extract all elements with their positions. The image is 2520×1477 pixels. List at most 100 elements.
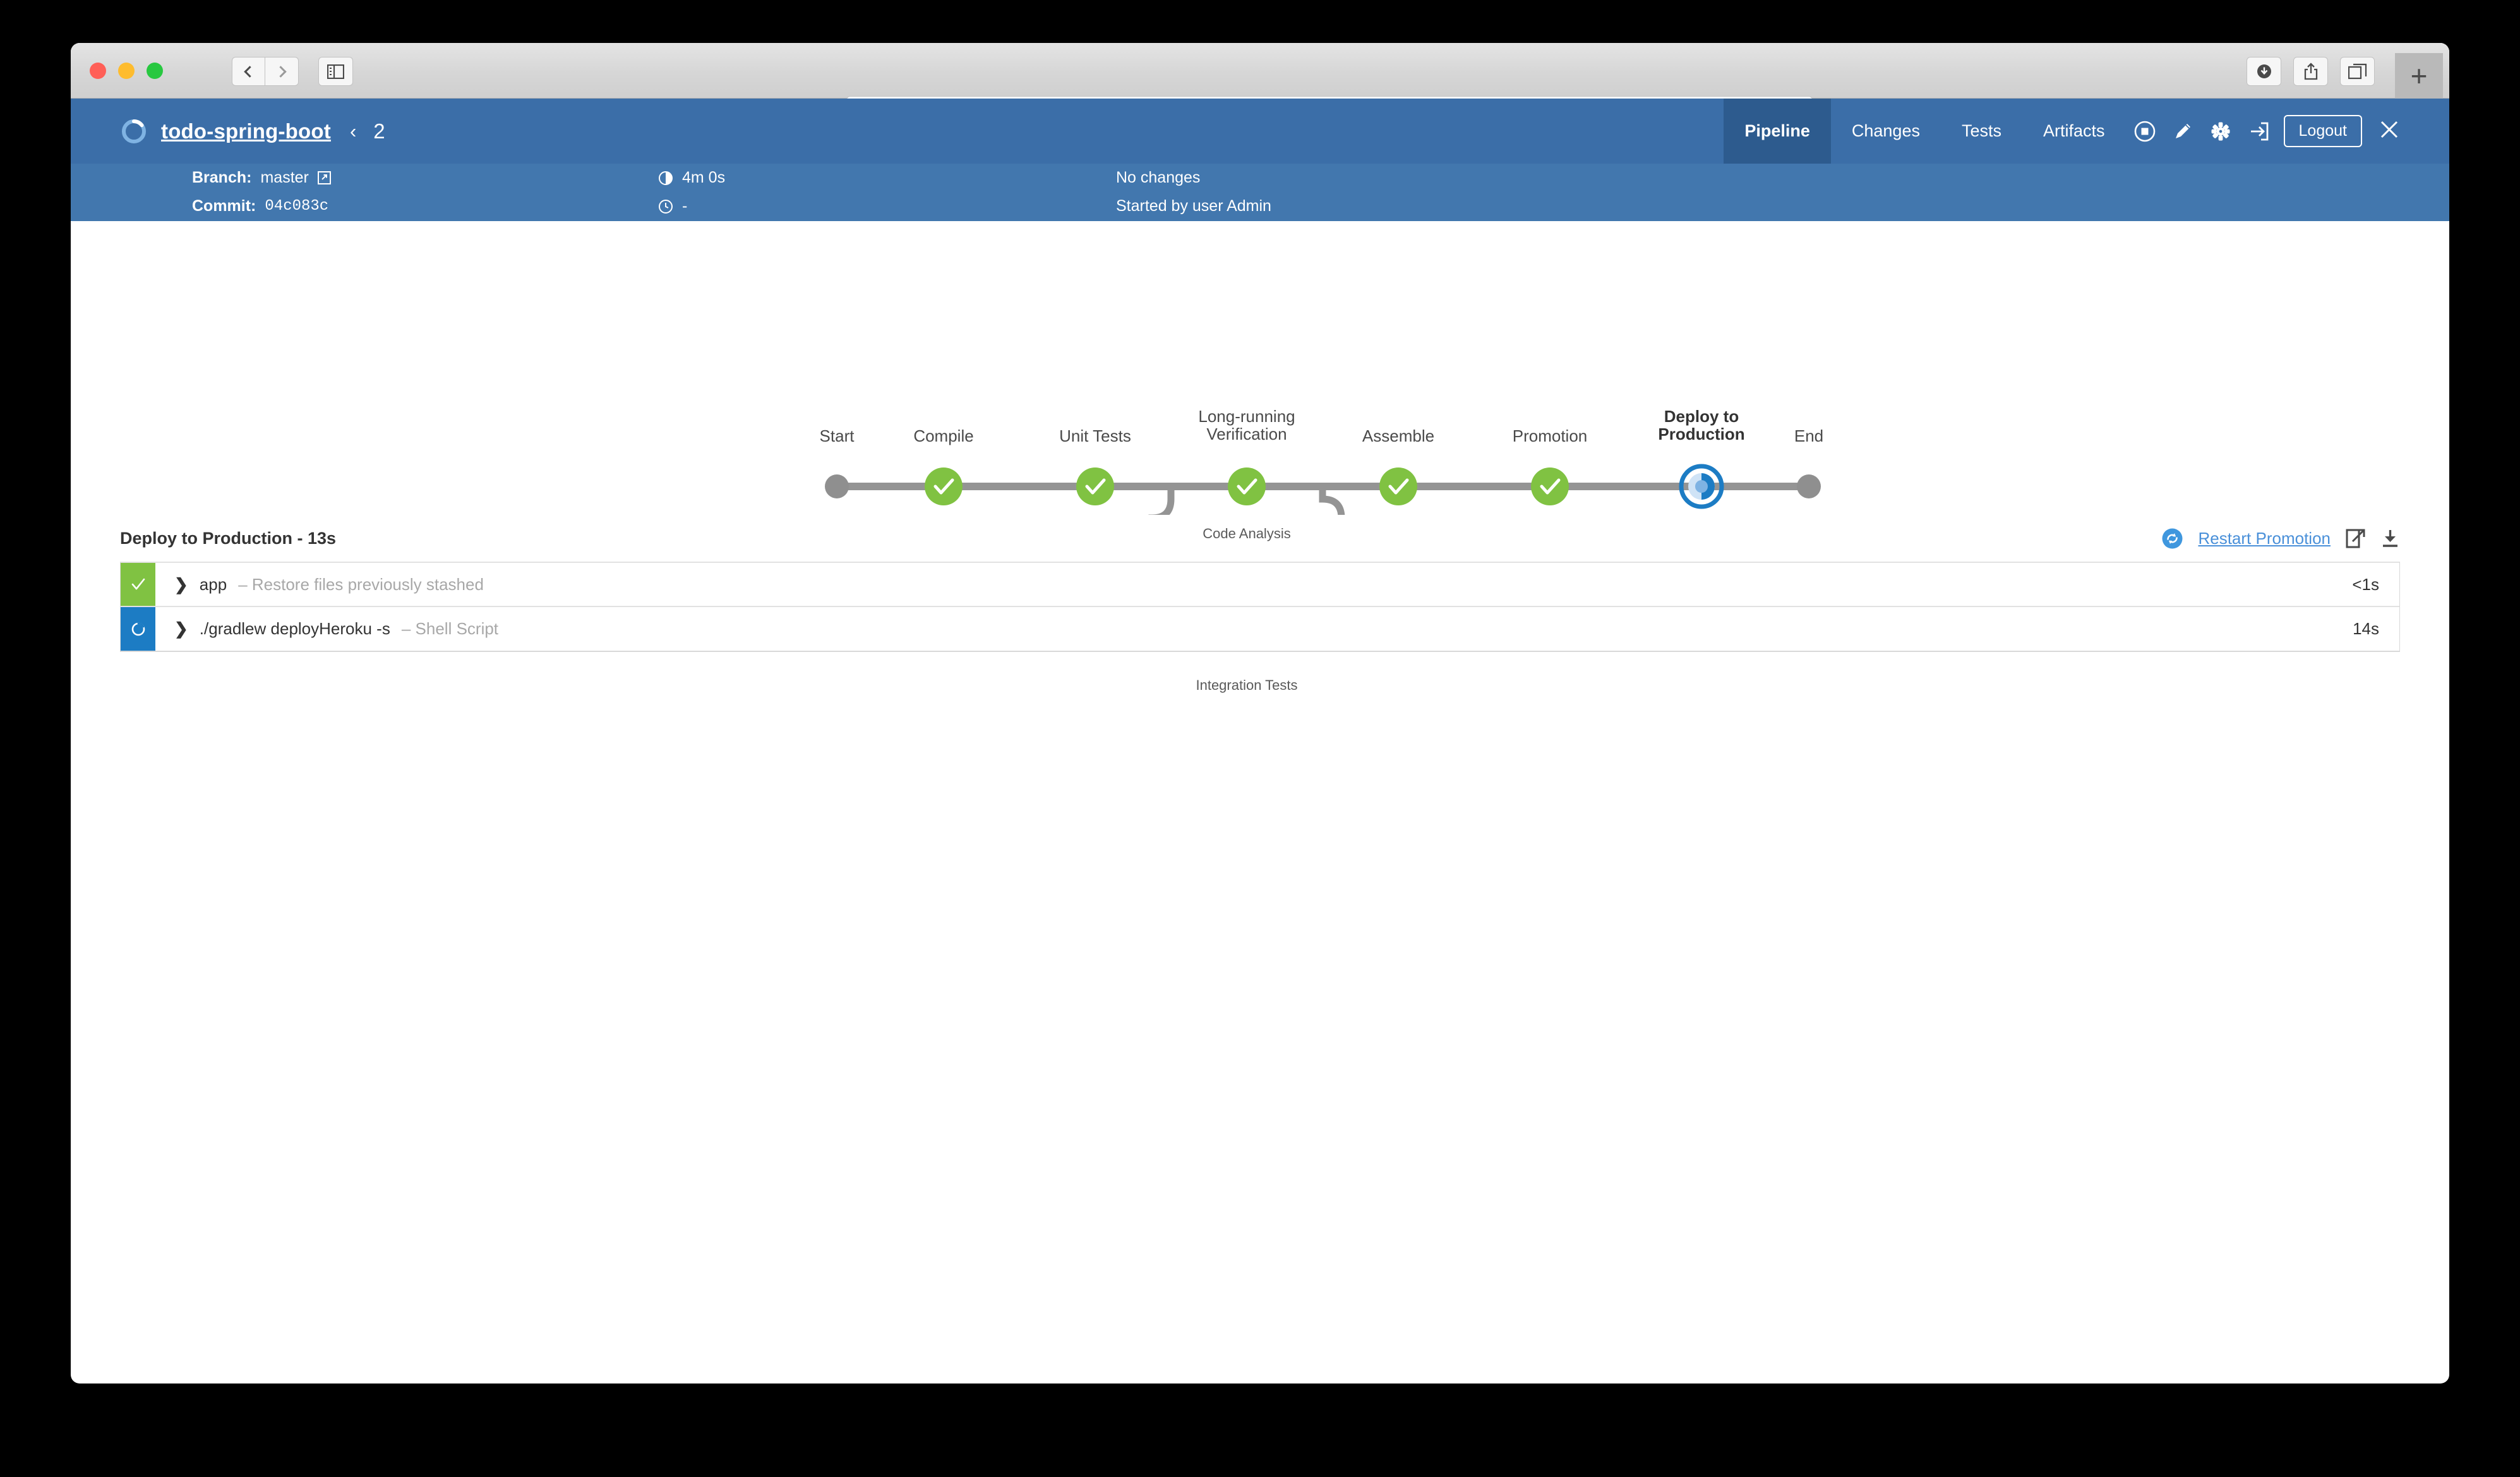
step-name: app — [199, 574, 227, 594]
tab-overview-button[interactable] — [2340, 57, 2375, 86]
tab-overview-icon — [2348, 63, 2367, 80]
job-panel: Deploy to Production - 13s Restart Promo… — [71, 515, 2449, 652]
spinner-icon — [131, 622, 145, 636]
step-description: – Shell Script — [401, 619, 499, 638]
back-button[interactable] — [232, 57, 265, 86]
brand-block: todo-spring-boot ‹ 2 — [120, 99, 385, 164]
graph-node-end — [1797, 474, 1821, 498]
share-button[interactable] — [2293, 57, 2328, 86]
table-row[interactable]: ❯ ./gradlew deployHeroku -s – Shell Scri… — [121, 607, 2399, 651]
stop-icon — [2134, 121, 2155, 142]
sidebar-toggle-icon — [327, 64, 344, 79]
step-duration: <1s — [2352, 574, 2379, 594]
job-title: Deploy to Production - 13s — [120, 528, 337, 548]
graph-label-integration-tests[interactable]: Integration Tests — [1196, 677, 1298, 693]
previous-build-chevron-icon[interactable]: ‹ — [349, 119, 357, 142]
trigger-text: Started by user Admin — [1116, 197, 1271, 215]
header-nav: Pipeline Changes Tests Artifacts — [1724, 99, 2400, 164]
step-body[interactable]: ❯ app – Restore files previously stashed — [155, 563, 2352, 606]
settings-button[interactable] — [2202, 99, 2240, 164]
tab-pipeline-label: Pipeline — [1744, 121, 1810, 140]
meta-column-branch: Branch: master Commit: 04c083c — [192, 164, 331, 221]
stop-button[interactable] — [2126, 99, 2164, 164]
trigger-row: Started by user Admin — [1116, 192, 1271, 220]
stopwatch-icon — [659, 171, 673, 185]
graph-label-unit-tests[interactable]: Unit Tests — [1059, 426, 1131, 445]
build-number: 2 — [373, 119, 385, 143]
open-in-new-window-icon[interactable] — [2346, 529, 2365, 548]
browser-toolbar: localhost — [71, 43, 2449, 129]
new-tab-label: + — [2410, 59, 2428, 92]
duration-value: 4m 0s — [682, 169, 726, 186]
commit-row: Commit: 04c083c — [192, 192, 331, 220]
new-tab-button[interactable]: + — [2395, 53, 2443, 99]
login-arrow-icon — [2250, 122, 2268, 140]
scheduled-value: - — [682, 197, 688, 215]
tab-tests-label: Tests — [1961, 121, 2001, 140]
external-link-icon[interactable] — [317, 171, 331, 184]
graph-label-code-analysis[interactable]: Code Analysis — [1203, 526, 1291, 541]
steps-table: ❯ app – Restore files previously stashed… — [120, 562, 2400, 652]
graph-node-promotion — [1531, 467, 1569, 505]
duration-row: 4m 0s — [658, 164, 725, 192]
step-status-passed — [121, 563, 155, 606]
tab-changes-label: Changes — [1851, 121, 1920, 140]
minimize-window-button[interactable] — [118, 63, 135, 79]
restart-promotion-link[interactable]: Restart Promotion — [2198, 528, 2331, 548]
close-button[interactable] — [2379, 119, 2400, 143]
downloads-icon — [2257, 64, 2271, 78]
browser-right-tools — [2247, 57, 2375, 86]
check-icon — [131, 578, 145, 590]
gear-icon — [2211, 122, 2230, 140]
graph-label-deploy-to-production[interactable]: Deploy to Production — [1658, 407, 1745, 444]
graph-node-start — [825, 474, 849, 498]
login-button[interactable] — [2240, 99, 2277, 164]
pipeline-graph: Start Compile Unit Tests Long-running Ve… — [71, 221, 2449, 693]
download-icon[interactable] — [2380, 529, 2400, 548]
chevron-left-icon — [244, 65, 256, 78]
tab-tests[interactable]: Tests — [1941, 99, 2022, 164]
meta-column-changes: No changes Started by user Admin — [1116, 164, 1271, 221]
navigation-buttons — [232, 57, 299, 86]
meta-column-timing: 4m 0s - — [658, 164, 725, 221]
tab-pipeline[interactable]: Pipeline — [1724, 99, 1831, 164]
edit-pencil-icon — [2175, 123, 2190, 138]
graph-node-compile — [925, 467, 963, 505]
close-window-button[interactable] — [90, 63, 106, 79]
sidebar-toggle-button[interactable] — [318, 57, 353, 86]
commit-label: Commit: — [192, 197, 256, 215]
table-row[interactable]: ❯ app – Restore files previously stashed… — [121, 563, 2399, 607]
edit-button[interactable] — [2164, 99, 2202, 164]
graph-label-start: Start — [819, 426, 855, 445]
close-icon — [2380, 121, 2398, 138]
branch-value: master — [260, 169, 309, 186]
graph-label-compile[interactable]: Compile — [913, 426, 974, 445]
step-name: ./gradlew deployHeroku -s — [199, 619, 390, 638]
step-status-running — [121, 607, 155, 651]
commit-value: 04c083c — [265, 198, 329, 215]
tab-changes[interactable]: Changes — [1831, 99, 1941, 164]
tab-artifacts[interactable]: Artifacts — [2022, 99, 2126, 164]
graph-label-promotion[interactable]: Promotion — [1512, 426, 1588, 445]
logout-label: Logout — [2298, 122, 2347, 140]
build-meta-strip: Branch: master Commit: 04c083c 4m 0s — [71, 164, 2449, 221]
pipeline-name-link[interactable]: todo-spring-boot — [161, 119, 331, 143]
graph-label-long-running-verification[interactable]: Long-running Verification — [1198, 407, 1295, 444]
forward-button[interactable] — [265, 57, 299, 86]
graph-label-assemble[interactable]: Assemble — [1362, 426, 1435, 445]
scheduled-row: - — [658, 192, 725, 220]
pipeline-graph-svg — [825, 464, 1821, 515]
zoom-window-button[interactable] — [147, 63, 163, 79]
logout-button[interactable]: Logout — [2283, 115, 2362, 147]
step-body[interactable]: ❯ ./gradlew deployHeroku -s – Shell Scri… — [155, 607, 2353, 651]
graph-node-unit-tests — [1076, 467, 1114, 505]
step-duration: 14s — [2353, 619, 2379, 638]
downloads-button[interactable] — [2247, 57, 2281, 86]
disclosure-chevron-icon[interactable]: ❯ — [174, 619, 188, 638]
restart-circular-arrows-icon[interactable] — [2162, 528, 2183, 549]
share-icon — [2304, 63, 2317, 80]
window-traffic-lights — [90, 63, 163, 79]
changes-text: No changes — [1116, 169, 1201, 186]
branch-row: Branch: master — [192, 164, 331, 192]
disclosure-chevron-icon[interactable]: ❯ — [174, 574, 188, 594]
